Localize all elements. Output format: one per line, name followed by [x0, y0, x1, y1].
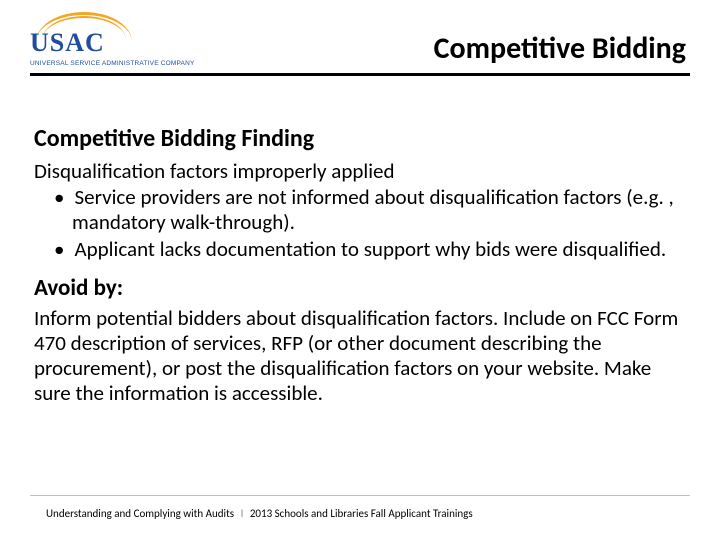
bullet-list: Service providers are not informed about… [34, 185, 686, 262]
footer-rule [30, 495, 690, 496]
usac-logo: USAC UNIVERSAL SERVICE ADMINISTRATIVE CO… [30, 18, 195, 67]
section-heading: Competitive Bidding Finding [34, 124, 686, 153]
header: USAC UNIVERSAL SERVICE ADMINISTRATIVE CO… [30, 18, 690, 76]
list-item: Applicant lacks documentation to support… [34, 237, 686, 262]
logo-subtext: UNIVERSAL SERVICE ADMINISTRATIVE COMPANY [30, 60, 195, 67]
list-item: Service providers are not informed about… [34, 185, 686, 235]
lead-line: Disqualification factors improperly appl… [34, 159, 686, 183]
footer-left: Understanding and Complying with Audits [46, 507, 234, 520]
footer-right: 2013 Schools and Libraries Fall Applican… [250, 507, 473, 520]
logo-text: USAC [30, 28, 105, 58]
logo-mark: USAC [30, 18, 140, 60]
page-title: Competitive Bidding [434, 30, 686, 67]
slide: USAC UNIVERSAL SERVICE ADMINISTRATIVE CO… [0, 0, 720, 540]
avoid-body: Inform potential bidders about disqualif… [34, 306, 686, 407]
content: Competitive Bidding Finding Disqualifica… [30, 124, 690, 406]
footer-separator: I [241, 507, 244, 520]
footer: Understanding and Complying with Audits … [46, 507, 473, 520]
avoid-heading: Avoid by: [34, 274, 686, 302]
